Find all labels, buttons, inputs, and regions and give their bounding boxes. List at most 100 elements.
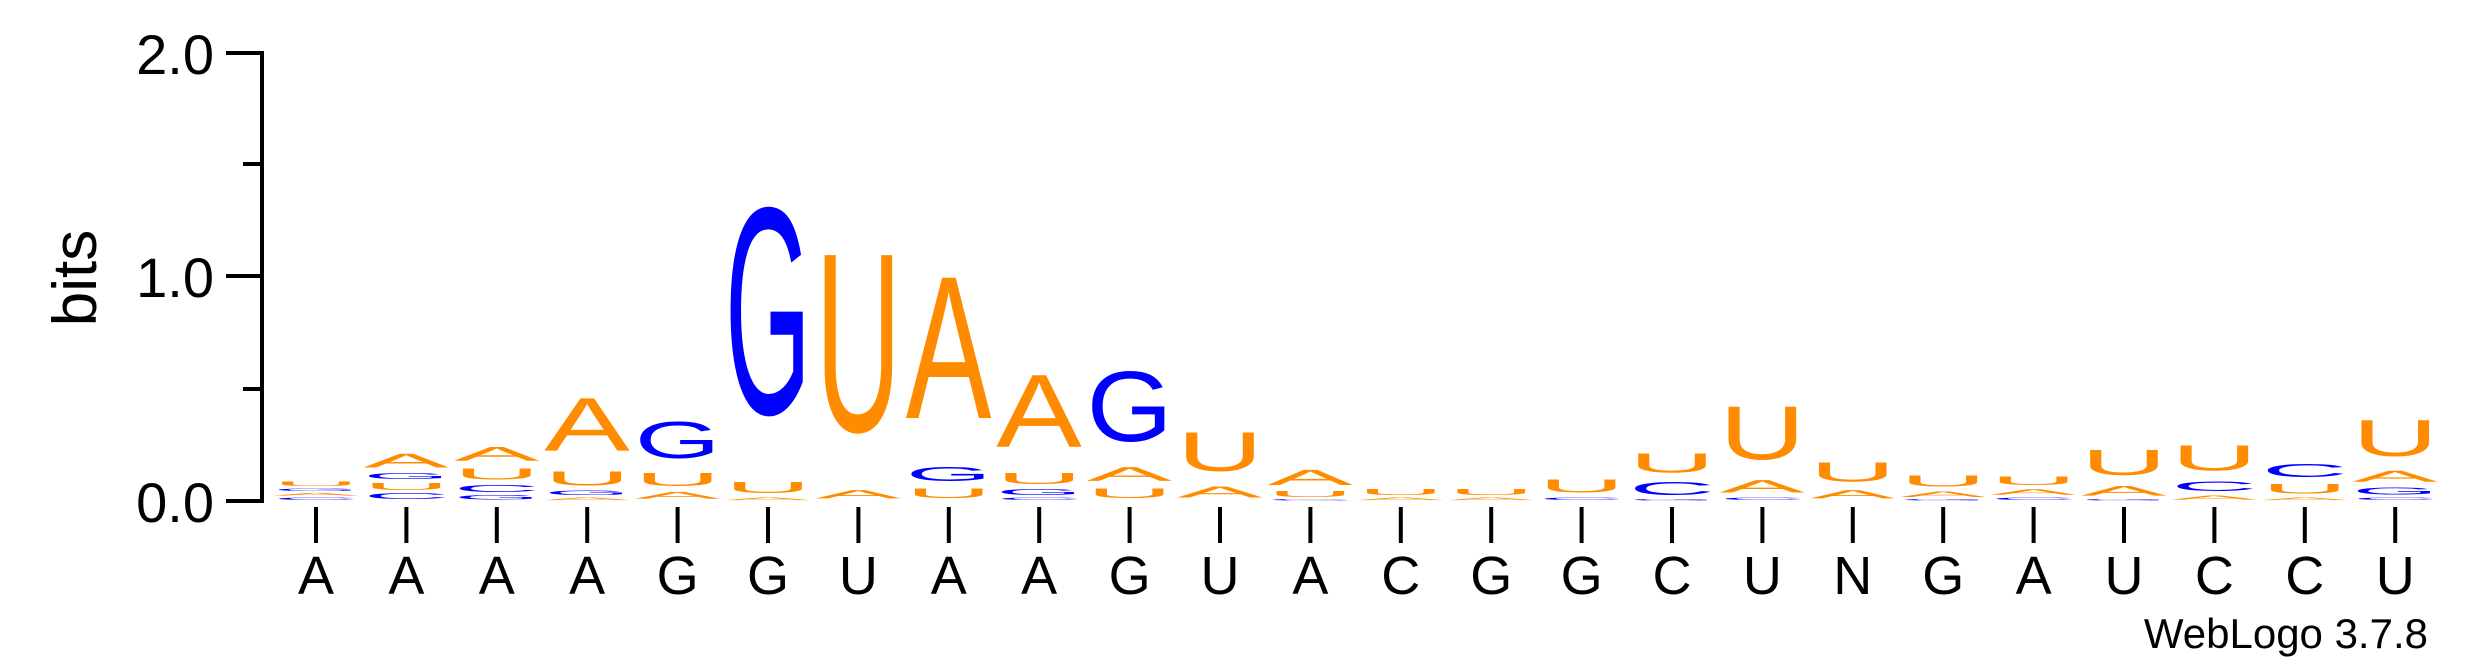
logo-letter: C: [363, 492, 449, 501]
logo-letter: U: [1539, 476, 1625, 496]
position-label: C: [2285, 546, 2324, 606]
logo-letter: A: [1358, 497, 1444, 501]
logo-letter: G: [725, 147, 811, 477]
logo-letter: U: [1719, 392, 1805, 476]
logo-letter: G: [454, 494, 540, 501]
logo-letter: C: [454, 483, 540, 494]
logo-letter: C: [2171, 478, 2257, 494]
logo-letter: A: [635, 490, 721, 501]
logo-letter: G: [2352, 485, 2438, 496]
position-label: G: [1561, 546, 1603, 606]
logo-letter: C: [1719, 497, 1805, 501]
logo-letter: A: [1267, 465, 1353, 490]
position-label: G: [1470, 546, 1512, 606]
logo-letter: U: [1358, 488, 1444, 497]
logo-letter: A: [2352, 467, 2438, 485]
logo-letter: A: [1900, 490, 1986, 499]
logo-letter: U: [544, 468, 630, 490]
position-label: A: [1021, 546, 1057, 606]
logo-letter: C: [1539, 497, 1625, 501]
logo-letter: G: [363, 472, 449, 481]
position-label: U: [2376, 546, 2415, 606]
logo-letter: U: [1177, 420, 1263, 483]
logo-letter: G: [996, 488, 1082, 497]
logo-letter: A: [363, 450, 450, 472]
logo-letter: U: [1629, 448, 1715, 479]
logo-letter: U: [996, 470, 1082, 488]
position-label: A: [388, 546, 424, 606]
position-label: G: [1109, 546, 1151, 606]
position-label: C: [2195, 546, 2234, 606]
logo-letter: A: [1177, 483, 1263, 501]
position-label: U: [1743, 546, 1782, 606]
position-label: U: [1201, 546, 1240, 606]
logo-letter: C: [2352, 497, 2438, 501]
position-ticks: [314, 507, 2398, 543]
logo-letter: A: [2171, 494, 2257, 501]
logo-letter: U: [815, 200, 901, 486]
position-label: A: [2016, 546, 2052, 606]
logo-letter: G: [1087, 352, 1173, 463]
logo-letter: G: [1900, 499, 1986, 501]
logo-letter: U: [2352, 410, 2438, 468]
y-tick-label-1: 1.0: [136, 246, 214, 309]
position-label: C: [1653, 546, 1692, 606]
logo-letter: G: [544, 490, 630, 497]
logo-letter: U: [454, 465, 540, 483]
position-label: N: [1833, 546, 1872, 606]
logo-letter: A: [273, 492, 359, 496]
logo-letter: A: [544, 383, 630, 467]
logo-letter: U: [273, 481, 359, 488]
logo-letter: A: [1448, 497, 1534, 501]
logo-letter: A: [1810, 488, 1896, 501]
logo-letter: G: [2081, 499, 2167, 501]
logo-letter: C: [273, 497, 359, 501]
logo-letter: A: [454, 443, 541, 465]
logo-letter: U: [1087, 485, 1173, 501]
position-label: G: [1922, 546, 1964, 606]
logo-letter: A: [906, 235, 992, 462]
logo-letter: A: [1719, 476, 1805, 496]
logo-letter: U: [635, 470, 721, 490]
logo-letter: U: [363, 481, 449, 492]
position-label: U: [2105, 546, 2144, 606]
logo-letter: A: [815, 488, 901, 501]
y-tick-label-2: 2.0: [136, 23, 214, 86]
logo-letter: U: [2081, 442, 2167, 483]
position-label: U: [839, 546, 878, 606]
logo-letter: G: [906, 463, 992, 485]
logo-letter: U: [1267, 490, 1353, 499]
position-label: A: [479, 546, 515, 606]
logo-letter: C: [1267, 499, 1353, 501]
logo-letter: A: [2081, 483, 2167, 499]
logo-letter: U: [725, 479, 811, 497]
logo-letter: U: [906, 485, 992, 501]
position-label: A: [931, 546, 967, 606]
position-label: A: [569, 546, 605, 606]
logo-letter-stacks: CAGUCUGAGCUAAGUAAUGAUGAUUGACGUAUAGAUCUAA…: [273, 147, 2438, 501]
logo-letter: A: [996, 352, 1082, 469]
logo-letter: A: [2262, 497, 2348, 501]
logo-letter: G: [1629, 499, 1715, 501]
logo-letter: U: [2262, 481, 2348, 497]
logo-letter: G: [635, 412, 721, 470]
logo-letter: A: [725, 497, 811, 501]
logo-letter: U: [1448, 488, 1534, 497]
position-label: G: [657, 546, 699, 606]
logo-letter: U: [1810, 456, 1896, 487]
logo-letter: U: [1900, 472, 1986, 490]
weblogo-version: WebLogo 3.7.8: [2144, 610, 2428, 657]
logo-letter: C: [2262, 461, 2348, 481]
position-label: G: [747, 546, 789, 606]
y-tick-label-0: 0.0: [136, 471, 214, 534]
position-label: A: [1292, 546, 1328, 606]
logo-letter: A: [1087, 463, 1174, 485]
position-label: A: [298, 546, 334, 606]
logo-letter: A: [1991, 488, 2077, 497]
logo-letter: C: [996, 497, 1082, 501]
logo-letter: C: [1629, 479, 1715, 499]
y-axis-label: bits: [41, 230, 110, 326]
logo-letter: U: [1991, 474, 2077, 487]
